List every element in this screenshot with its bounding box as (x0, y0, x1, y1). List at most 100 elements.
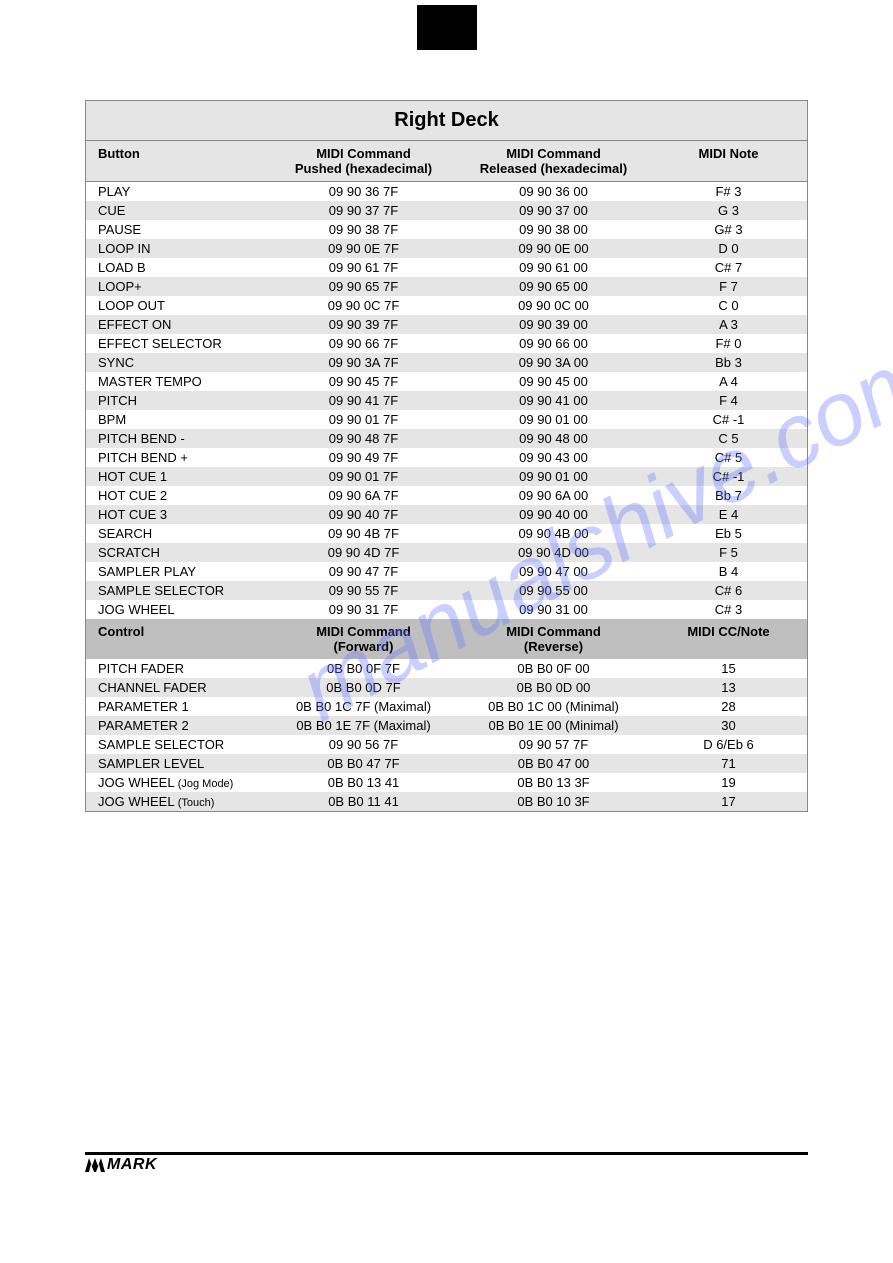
cell-note: D 6/Eb 6 (651, 735, 806, 754)
cell-note: 71 (651, 754, 806, 773)
table-row: JOG WHEEL (Touch)0B B0 11 410B B0 10 3F1… (86, 792, 807, 811)
cell-released: 0B B0 10 3F (456, 792, 651, 811)
table-row: SCRATCH09 90 4D 7F09 90 4D 00F 5 (86, 543, 807, 562)
cell-note: F 5 (651, 543, 806, 562)
table-row: PAUSE09 90 38 7F09 90 38 00G# 3 (86, 220, 807, 239)
table-header-2: Control MIDI Command (Forward) MIDI Comm… (86, 619, 807, 659)
cell-pushed: 09 90 31 7F (271, 600, 456, 619)
header-released: MIDI Command Released (hexadecimal) (456, 141, 651, 181)
cell-pushed: 09 90 66 7F (271, 334, 456, 353)
cell-pushed: 09 90 47 7F (271, 562, 456, 581)
cell-note: 28 (651, 697, 806, 716)
cell-released: 09 90 36 00 (456, 182, 651, 201)
cell-pushed: 0B B0 0D 7F (271, 678, 456, 697)
table-row: SAMPLER PLAY09 90 47 7F09 90 47 00B 4 (86, 562, 807, 581)
table-row: PITCH09 90 41 7F09 90 41 00F 4 (86, 391, 807, 410)
table-row: CUE09 90 37 7F09 90 37 00G 3 (86, 201, 807, 220)
cell-pushed: 09 90 4B 7F (271, 524, 456, 543)
cell-button: JOG WHEEL (Jog Mode) (86, 773, 271, 792)
table-row: EFFECT ON09 90 39 7F09 90 39 00A 3 (86, 315, 807, 334)
cell-note: C# 3 (651, 600, 806, 619)
cell-button: PAUSE (86, 220, 271, 239)
cell-pushed: 0B B0 47 7F (271, 754, 456, 773)
table-row: SAMPLE SELECTOR09 90 56 7F09 90 57 7FD 6… (86, 735, 807, 754)
cell-released: 09 90 48 00 (456, 429, 651, 448)
cell-button: JOG WHEEL (Touch) (86, 792, 271, 811)
cell-pushed: 09 90 38 7F (271, 220, 456, 239)
table-row: LOAD B09 90 61 7F09 90 61 00C# 7 (86, 258, 807, 277)
cell-released: 09 90 0C 00 (456, 296, 651, 315)
cell-released: 09 90 57 7F (456, 735, 651, 754)
table-row: HOT CUE 209 90 6A 7F09 90 6A 00Bb 7 (86, 486, 807, 505)
table-row: PARAMETER 10B B0 1C 7F (Maximal)0B B0 1C… (86, 697, 807, 716)
header-released-line2: Released (hexadecimal) (480, 161, 627, 176)
cell-released: 09 90 47 00 (456, 562, 651, 581)
cell-button: HOT CUE 3 (86, 505, 271, 524)
cell-pushed: 09 90 01 7F (271, 410, 456, 429)
cell-released: 09 90 43 00 (456, 448, 651, 467)
table-row: CHANNEL FADER0B B0 0D 7F0B B0 0D 0013 (86, 678, 807, 697)
cell-pushed: 09 90 4D 7F (271, 543, 456, 562)
cell-pushed: 09 90 6A 7F (271, 486, 456, 505)
cell-released: 09 90 38 00 (456, 220, 651, 239)
cell-note: C# 7 (651, 258, 806, 277)
cell-note: Bb 3 (651, 353, 806, 372)
table-row: LOOP IN09 90 0E 7F09 90 0E 00D 0 (86, 239, 807, 258)
cell-released: 09 90 41 00 (456, 391, 651, 410)
header-button: Button (86, 141, 271, 181)
table-row: BPM09 90 01 7F09 90 01 00C# -1 (86, 410, 807, 429)
cell-button: PARAMETER 1 (86, 697, 271, 716)
cell-note: C# 5 (651, 448, 806, 467)
cell-pushed: 09 90 49 7F (271, 448, 456, 467)
cell-released: 09 90 31 00 (456, 600, 651, 619)
header-reverse: MIDI Command (Reverse) (456, 619, 651, 659)
cell-button: PLAY (86, 182, 271, 201)
cell-note: F# 3 (651, 182, 806, 201)
cell-note: E 4 (651, 505, 806, 524)
table-row: MASTER TEMPO09 90 45 7F09 90 45 00A 4 (86, 372, 807, 391)
table-row: SYNC09 90 3A 7F09 90 3A 00Bb 3 (86, 353, 807, 372)
table-row: PLAY09 90 36 7F09 90 36 00F# 3 (86, 182, 807, 201)
cell-note: 13 (651, 678, 806, 697)
header-released-line1: MIDI Command (506, 146, 601, 161)
mark-logo: MARK (85, 1156, 157, 1174)
cell-note: F 4 (651, 391, 806, 410)
cell-note: 15 (651, 659, 806, 678)
header-forward-line2: (Forward) (334, 639, 394, 654)
cell-button: CHANNEL FADER (86, 678, 271, 697)
table-row: HOT CUE 109 90 01 7F09 90 01 00C# -1 (86, 467, 807, 486)
table-row: JOG WHEEL09 90 31 7F09 90 31 00C# 3 (86, 600, 807, 619)
rows1-container: PLAY09 90 36 7F09 90 36 00F# 3CUE09 90 3… (86, 182, 807, 619)
cell-note: D 0 (651, 239, 806, 258)
cell-button: PARAMETER 2 (86, 716, 271, 735)
cell-button: LOOP OUT (86, 296, 271, 315)
cell-released: 09 90 3A 00 (456, 353, 651, 372)
cell-pushed: 09 90 55 7F (271, 581, 456, 600)
header-forward-line1: MIDI Command (316, 624, 411, 639)
header-control: Control (86, 619, 271, 659)
cell-button: PITCH (86, 391, 271, 410)
cell-note: G 3 (651, 201, 806, 220)
cell-note: 19 (651, 773, 806, 792)
cell-note: A 4 (651, 372, 806, 391)
cell-pushed: 09 90 48 7F (271, 429, 456, 448)
cell-button: JOG WHEEL (86, 600, 271, 619)
cell-released: 0B B0 13 3F (456, 773, 651, 792)
table-row: EFFECT SELECTOR09 90 66 7F09 90 66 00F# … (86, 334, 807, 353)
table-title: Right Deck (86, 101, 807, 141)
cell-pushed: 09 90 39 7F (271, 315, 456, 334)
cell-pushed: 0B B0 11 41 (271, 792, 456, 811)
cell-note: C 5 (651, 429, 806, 448)
cell-button: HOT CUE 1 (86, 467, 271, 486)
cell-button: EFFECT ON (86, 315, 271, 334)
cell-button: SAMPLE SELECTOR (86, 735, 271, 754)
cell-button: MASTER TEMPO (86, 372, 271, 391)
cell-pushed: 0B B0 13 41 (271, 773, 456, 792)
cell-pushed: 09 90 41 7F (271, 391, 456, 410)
cell-pushed: 09 90 0C 7F (271, 296, 456, 315)
cell-button: SCRATCH (86, 543, 271, 562)
header-pushed-line1: MIDI Command (316, 146, 411, 161)
cell-button: PITCH FADER (86, 659, 271, 678)
cell-note: F 7 (651, 277, 806, 296)
cell-pushed: 09 90 37 7F (271, 201, 456, 220)
